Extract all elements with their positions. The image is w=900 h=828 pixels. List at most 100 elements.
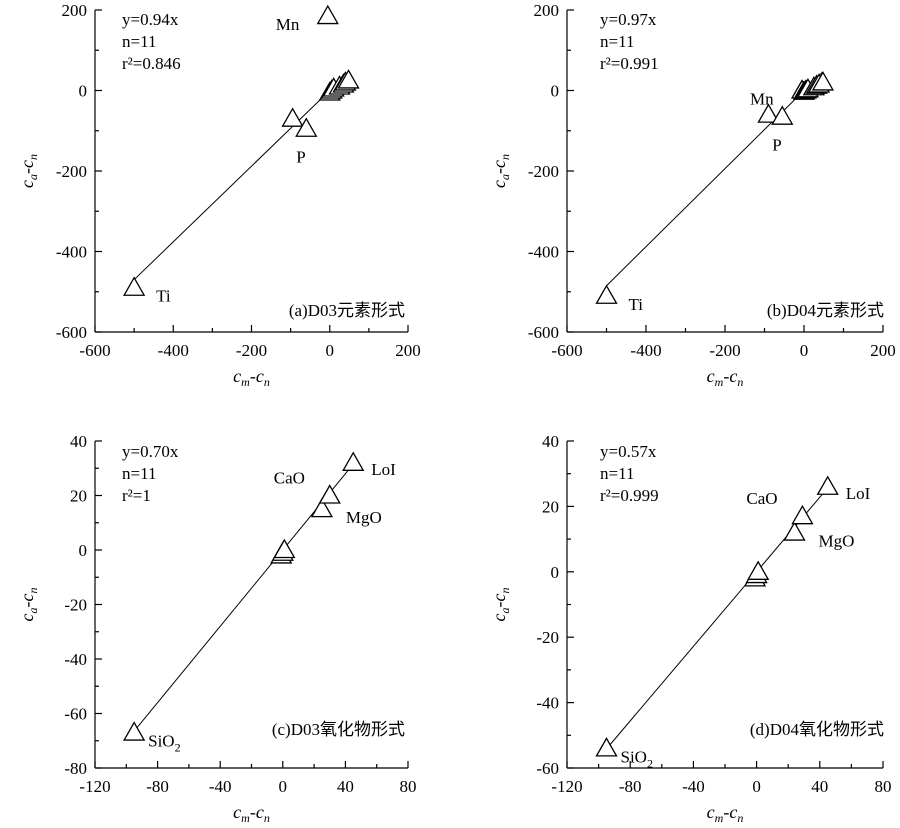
chart-panel-a: -600 -400 -200 0 2002000-200-400-600cm-cnca-… [17,1,421,389]
r-squared: r²=1 [122,486,151,505]
regression-equation: y=0.97x [600,10,657,29]
x-axis-label-sub: n [264,375,270,389]
x-tick-label: -40 [209,777,232,796]
point-label: LoI [846,484,871,503]
point-label: MgO [819,532,855,551]
x-tick-label: -400 [630,341,661,360]
y-tick-label: -400 [56,243,87,262]
data-point-triangle [595,737,618,757]
y-tick-label: -60 [536,759,559,778]
y-tick-label: -60 [64,705,87,724]
point-label: MgO [346,508,382,527]
data-point-triangle [123,276,146,296]
x-tick-label: 40 [811,777,828,796]
x-tick-label: -400 [158,341,189,360]
y-tick-label: -200 [528,162,559,181]
point-label: CaO [746,489,777,508]
x-axis-label-sub: m [715,375,724,389]
data-point-triangle [318,484,341,504]
x-tick-label: -200 [709,341,740,360]
y-axis-label-sub: n [498,588,512,594]
y-axis-label-part: -c [17,593,37,607]
y-tick-label: -20 [64,596,87,615]
y-tick-label: 0 [79,541,88,560]
y-axis-label: ca-cn [489,154,512,188]
y-tick-label: -400 [528,243,559,262]
x-tick-label: 0 [800,341,809,360]
y-tick-label: -80 [64,759,87,778]
point-label-part: SiO [148,732,174,751]
y-tick-label: -600 [528,323,559,342]
y-axis-label: ca-cn [17,588,40,622]
data-point-triangle [816,475,839,495]
x-axis-label: cm-cn [233,802,270,825]
x-axis-label-sub: n [264,811,270,825]
y-tick-label: 40 [70,432,87,451]
x-axis-label-part: -c [250,366,264,386]
y-axis-label-part: c [17,180,37,188]
chart-panel-b: -600 -400 -200 0 2002000-200-400-600cm-cnca-… [489,1,896,389]
y-tick-label: 20 [70,487,87,506]
y-tick-label: -600 [56,323,87,342]
y-axis-label-sub: a [498,607,512,613]
point-label: Mn [750,90,774,109]
sample-count: n=11 [600,32,634,51]
y-axis-label-part: c [489,613,509,621]
y-axis-label: ca-cn [17,154,40,188]
y-axis-label-part: -c [17,160,37,174]
y-axis-label-part: c [489,180,509,188]
y-axis-label-sub: n [26,588,40,594]
panel-label: (a)D03元素形式 [289,301,405,320]
x-tick-label: -120 [551,777,582,796]
data-point-triangle [791,504,814,525]
r-squared: r²=0.999 [600,486,659,505]
data-point-triangle [771,105,794,125]
x-tick-label: 200 [395,341,421,360]
panel-label: (d)D04氧化物形式 [750,720,884,739]
x-axis-label-sub: m [241,811,250,825]
sample-count: n=11 [122,464,156,483]
data-point-triangle [783,521,806,541]
x-axis-label: cm-cn [707,802,744,825]
y-axis-label-sub: a [26,607,40,613]
y-tick-label: -40 [64,650,87,669]
x-tick-label: -80 [619,777,642,796]
x-axis-label-part: -c [250,802,264,822]
point-label-sub: 2 [175,741,181,755]
r-squared: r²=0.846 [122,54,181,73]
y-tick-label: 200 [534,1,560,20]
y-axis-label-sub: a [498,174,512,180]
x-axis-label-part: c [707,802,715,822]
panel-label: (c)D03氧化物形式 [272,720,405,739]
point-label: Ti [629,295,644,314]
x-tick-label: -40 [682,777,705,796]
chart-panel-c: -120 -80 -40 0 40 8040200-20-40-60-80cm-cnca-… [17,432,417,825]
point-label: Ti [156,287,171,306]
y-axis-label-part: -c [489,160,509,174]
data-point-triangle [281,107,304,127]
sample-count: n=11 [122,32,156,51]
data-point-triangle [273,538,296,559]
x-tick-label: 80 [875,777,892,796]
regression-equation: y=0.94x [122,10,179,29]
x-axis-label-part: c [233,802,241,822]
point-label-part: SiO [621,747,647,766]
y-tick-label: -40 [536,694,559,713]
x-axis-label-sub: m [241,375,250,389]
y-tick-label: 0 [551,82,560,101]
y-tick-label: 40 [542,432,559,451]
point-label: SiO2 [148,732,180,755]
x-tick-label: 0 [752,777,761,796]
x-axis-label-part: -c [723,366,737,386]
y-tick-label: 200 [62,1,88,20]
data-point-triangle [747,560,770,580]
y-tick-label: 0 [79,82,88,101]
data-point-triangle [123,721,146,741]
x-tick-label: 40 [337,777,354,796]
y-axis-label-part: c [17,613,37,621]
regression-equation: y=0.70x [122,442,179,461]
data-point-triangle [295,117,318,137]
sample-count: n=11 [600,464,634,483]
r-squared: r²=0.991 [600,54,659,73]
